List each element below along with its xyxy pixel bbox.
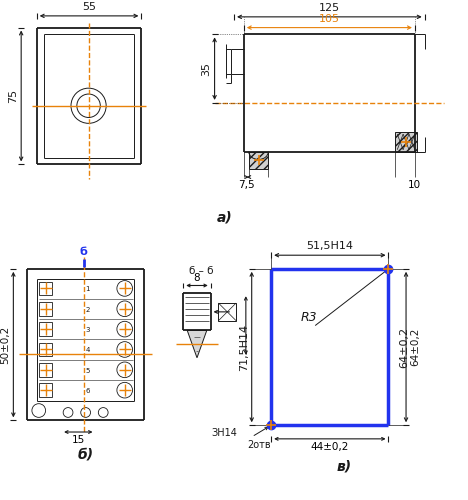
Text: 2: 2 bbox=[85, 306, 90, 312]
Text: 35: 35 bbox=[202, 62, 212, 76]
Text: б: б bbox=[80, 247, 88, 257]
Text: 4: 4 bbox=[85, 348, 90, 354]
Text: 125: 125 bbox=[319, 3, 340, 13]
Text: 50±0,2: 50±0,2 bbox=[0, 326, 10, 364]
Text: а): а) bbox=[217, 210, 232, 224]
Text: 1: 1 bbox=[85, 286, 90, 292]
Bar bbox=[39, 384, 52, 397]
Text: 44±0,2: 44±0,2 bbox=[311, 442, 349, 452]
Bar bbox=[249, 152, 268, 169]
Bar bbox=[219, 303, 236, 320]
Bar bbox=[395, 132, 417, 152]
Text: 8: 8 bbox=[194, 272, 200, 282]
Text: 71,5Н14: 71,5Н14 bbox=[239, 324, 249, 370]
Text: 64±0,2: 64±0,2 bbox=[399, 326, 409, 368]
Text: 105: 105 bbox=[319, 14, 340, 24]
Text: ЗН14: ЗН14 bbox=[211, 428, 237, 438]
Bar bbox=[39, 363, 52, 376]
Text: 3: 3 bbox=[85, 327, 90, 333]
Text: 51,5Н14: 51,5Н14 bbox=[307, 242, 353, 252]
Polygon shape bbox=[187, 330, 207, 358]
Bar bbox=[39, 342, 52, 356]
Text: 10: 10 bbox=[408, 180, 421, 190]
Bar bbox=[39, 322, 52, 336]
Bar bbox=[39, 302, 52, 316]
Text: 75: 75 bbox=[8, 89, 18, 103]
Text: 15: 15 bbox=[72, 435, 85, 445]
Bar bbox=[39, 282, 52, 296]
Text: 64±0,2: 64±0,2 bbox=[410, 328, 420, 366]
Text: 55: 55 bbox=[82, 2, 96, 12]
Text: 2отв: 2отв bbox=[247, 440, 271, 450]
Text: в): в) bbox=[337, 460, 352, 473]
Text: б): б) bbox=[78, 448, 94, 462]
Text: R3: R3 bbox=[300, 311, 317, 324]
Text: 6: 6 bbox=[85, 388, 90, 394]
Text: 5: 5 bbox=[85, 368, 90, 374]
Text: б – б: б – б bbox=[189, 266, 213, 276]
Text: 7,5: 7,5 bbox=[238, 180, 255, 190]
